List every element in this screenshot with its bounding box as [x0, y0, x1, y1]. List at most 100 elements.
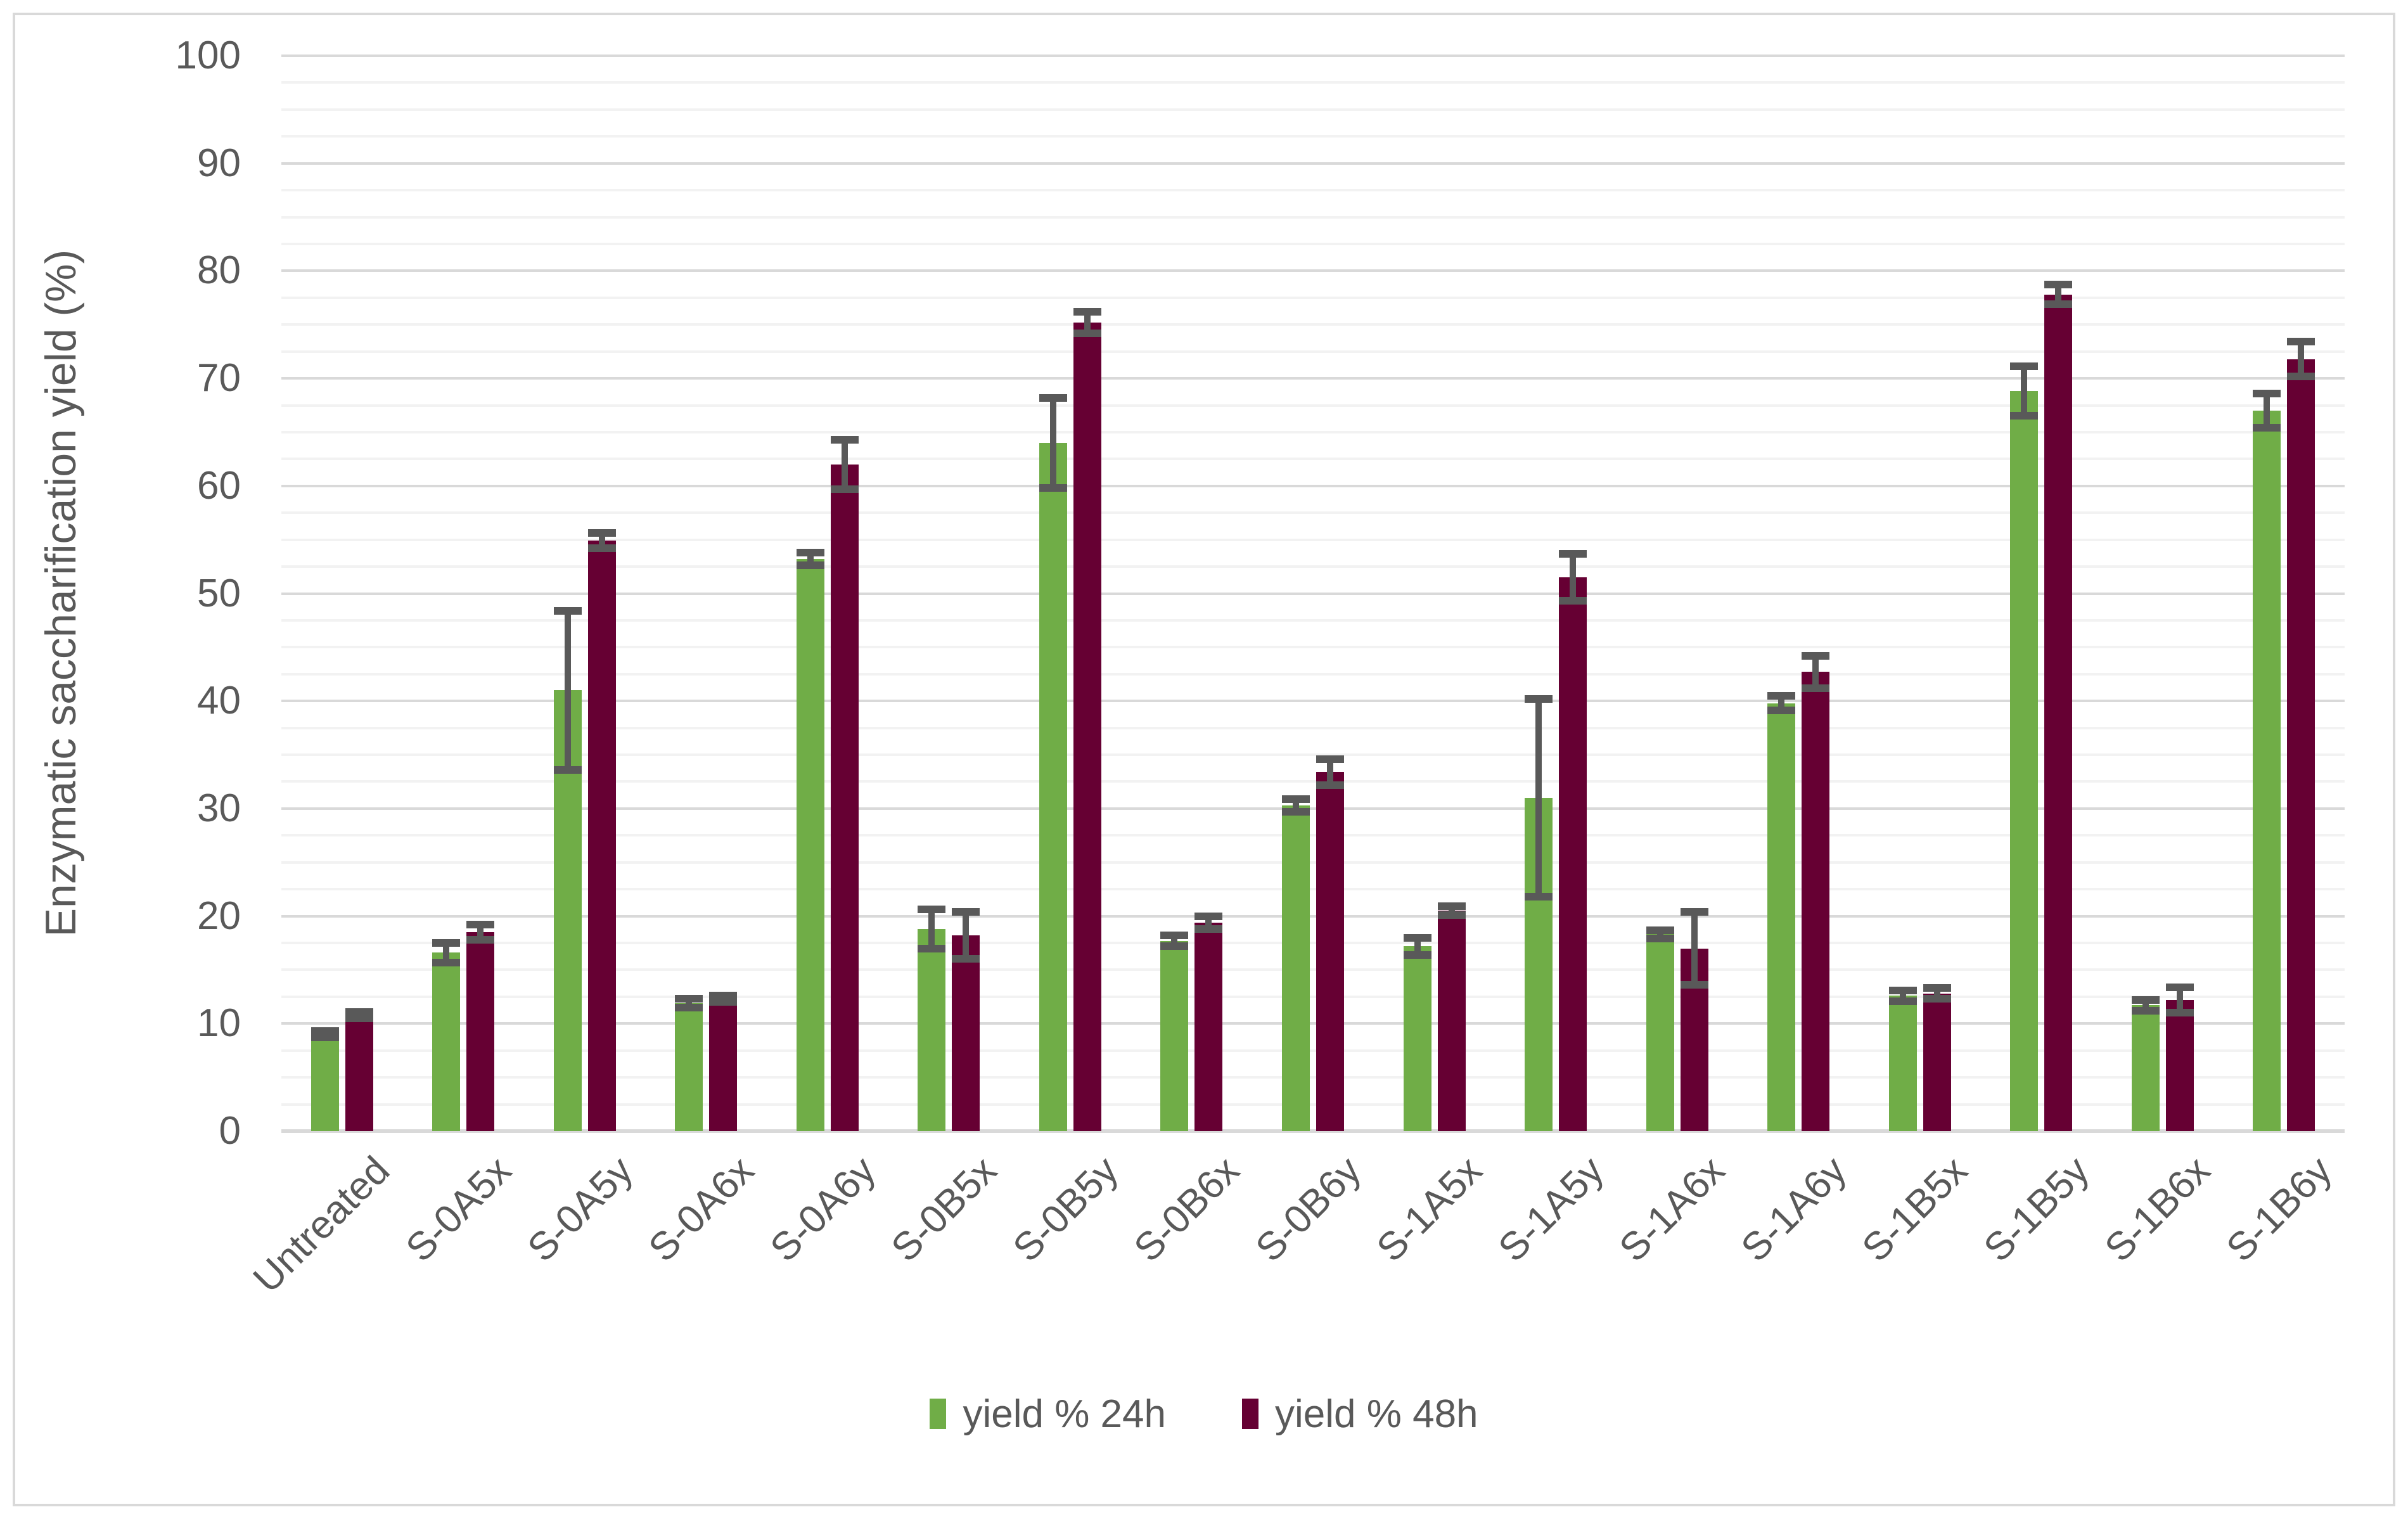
major-gridline [281, 700, 2345, 703]
error-bar-cap [1680, 981, 1708, 989]
bar-yield-48h-S-0B5y [1073, 322, 1101, 1131]
error-bar-cap [1073, 307, 1101, 316]
bar-yield-48h-Untreated [345, 1015, 373, 1131]
bar-yield-24h-S-1B6x [2131, 1005, 2160, 1131]
error-bar-cap [587, 544, 616, 553]
error-bar-cap [1403, 933, 1431, 942]
error-bar-cap [2044, 281, 2073, 289]
minor-gridline [281, 672, 2345, 676]
error-bar-cap [2287, 338, 2315, 346]
bar-yield-24h-S-0A5x [432, 952, 461, 1131]
error-bar-line [564, 610, 571, 770]
minor-gridline [281, 296, 2345, 299]
error-bar-cap [311, 1027, 339, 1035]
error-bar-cap [2165, 983, 2194, 991]
error-bar-cap [587, 529, 616, 537]
error-bar-cap [1437, 911, 1466, 919]
error-bar-line [2021, 366, 2028, 416]
bar-yield-24h-Untreated [311, 1034, 339, 1131]
error-bar-line [1084, 311, 1091, 333]
bar-yield-48h-S-1A6y [1802, 672, 1830, 1131]
minor-gridline [281, 108, 2345, 111]
error-bar-line [2264, 393, 2270, 428]
y-tick-label: 60 [197, 463, 241, 508]
major-gridline [281, 592, 2345, 595]
error-bar-cap [1073, 329, 1101, 337]
error-bar-cap [1680, 907, 1708, 916]
error-bar-line [841, 439, 848, 489]
error-bar-cap [345, 1014, 373, 1022]
minor-gridline [281, 135, 2345, 138]
error-bar-cap [952, 955, 980, 963]
error-bar-line [1570, 553, 1577, 601]
bar-yield-48h-S-0A6x [709, 999, 738, 1131]
legend-item: yield % 48h [1242, 1392, 1478, 1437]
y-tick-label: 100 [175, 34, 241, 77]
major-gridline [281, 269, 2345, 272]
major-gridline [281, 377, 2345, 380]
error-bar-cap [1194, 912, 1223, 920]
error-bar-cap [1039, 484, 1067, 492]
minor-gridline [281, 242, 2345, 245]
error-bar-cap [466, 921, 495, 929]
error-bar-cap [709, 998, 738, 1006]
error-bar-line [1656, 930, 1663, 939]
bar-yield-24h-S-0B5x [918, 928, 946, 1131]
error-bar-line [1205, 916, 1212, 929]
error-bar-cap [2131, 1006, 2160, 1015]
minor-gridline [281, 1103, 2345, 1106]
bar-yield-24h-S-1A6x [1646, 934, 1674, 1131]
y-tick-label: 0 [219, 1109, 241, 1153]
error-bar-cap [1646, 935, 1674, 943]
error-bar-line [1933, 988, 1940, 999]
plot-area [281, 54, 2345, 1133]
bar-yield-48h-S-0A5y [587, 541, 616, 1131]
y-tick-label: 70 [197, 356, 241, 401]
minor-gridline [281, 726, 2345, 729]
error-bar-cap [432, 939, 461, 947]
minor-gridline [281, 430, 2345, 433]
error-bar-cap [553, 766, 582, 774]
error-bar-line [1778, 695, 1785, 711]
minor-gridline [281, 1076, 2345, 1079]
error-bar-cap [1888, 997, 1917, 1005]
error-bar-line [1899, 990, 1906, 1001]
bar-yield-48h-S-0A6y [830, 464, 859, 1131]
bar-yield-48h-S-0B5x [952, 935, 980, 1131]
bar-yield-48h-S-0B6x [1194, 922, 1223, 1131]
y-tick-label: 80 [197, 248, 241, 293]
error-bar-cap [1525, 695, 1553, 703]
bar-yield-24h-S-0B6x [1160, 940, 1189, 1131]
y-tick-label: 50 [197, 571, 241, 615]
legend-swatch [930, 1399, 947, 1429]
error-bar-cap [1802, 684, 1830, 692]
error-bar-line [1049, 397, 1056, 489]
legend-item: yield % 24h [930, 1392, 1166, 1437]
error-bar-line [477, 925, 484, 940]
major-gridline [281, 1022, 2345, 1025]
error-bar-cap [2165, 1009, 2194, 1017]
error-bar-line [2142, 999, 2149, 1011]
error-bar-cap [2010, 362, 2039, 371]
error-bar-cap [2131, 996, 2160, 1004]
minor-gridline [281, 404, 2345, 407]
minor-gridline [281, 888, 2345, 891]
error-bar-line [1535, 698, 1542, 897]
y-tick-label: 30 [197, 786, 241, 830]
chart-border [13, 13, 2395, 1506]
error-bar-cap [2044, 300, 2073, 308]
bar-yield-48h-S-1A5x [1437, 911, 1466, 1131]
error-bar-cap [1437, 902, 1466, 911]
bar-yield-24h-S-1B5x [1888, 996, 1917, 1131]
legend-swatch [1242, 1399, 1258, 1429]
error-bar-line [2055, 285, 2062, 304]
error-bar-cap [553, 606, 582, 615]
error-bar-cap [675, 1003, 703, 1011]
error-bar-cap [432, 958, 461, 966]
major-gridline [281, 54, 2345, 57]
y-tick-label: 10 [197, 1001, 241, 1046]
bar-yield-48h-S-1B5x [1923, 993, 1951, 1131]
y-tick-label: 40 [197, 679, 241, 723]
minor-gridline [281, 323, 2345, 326]
